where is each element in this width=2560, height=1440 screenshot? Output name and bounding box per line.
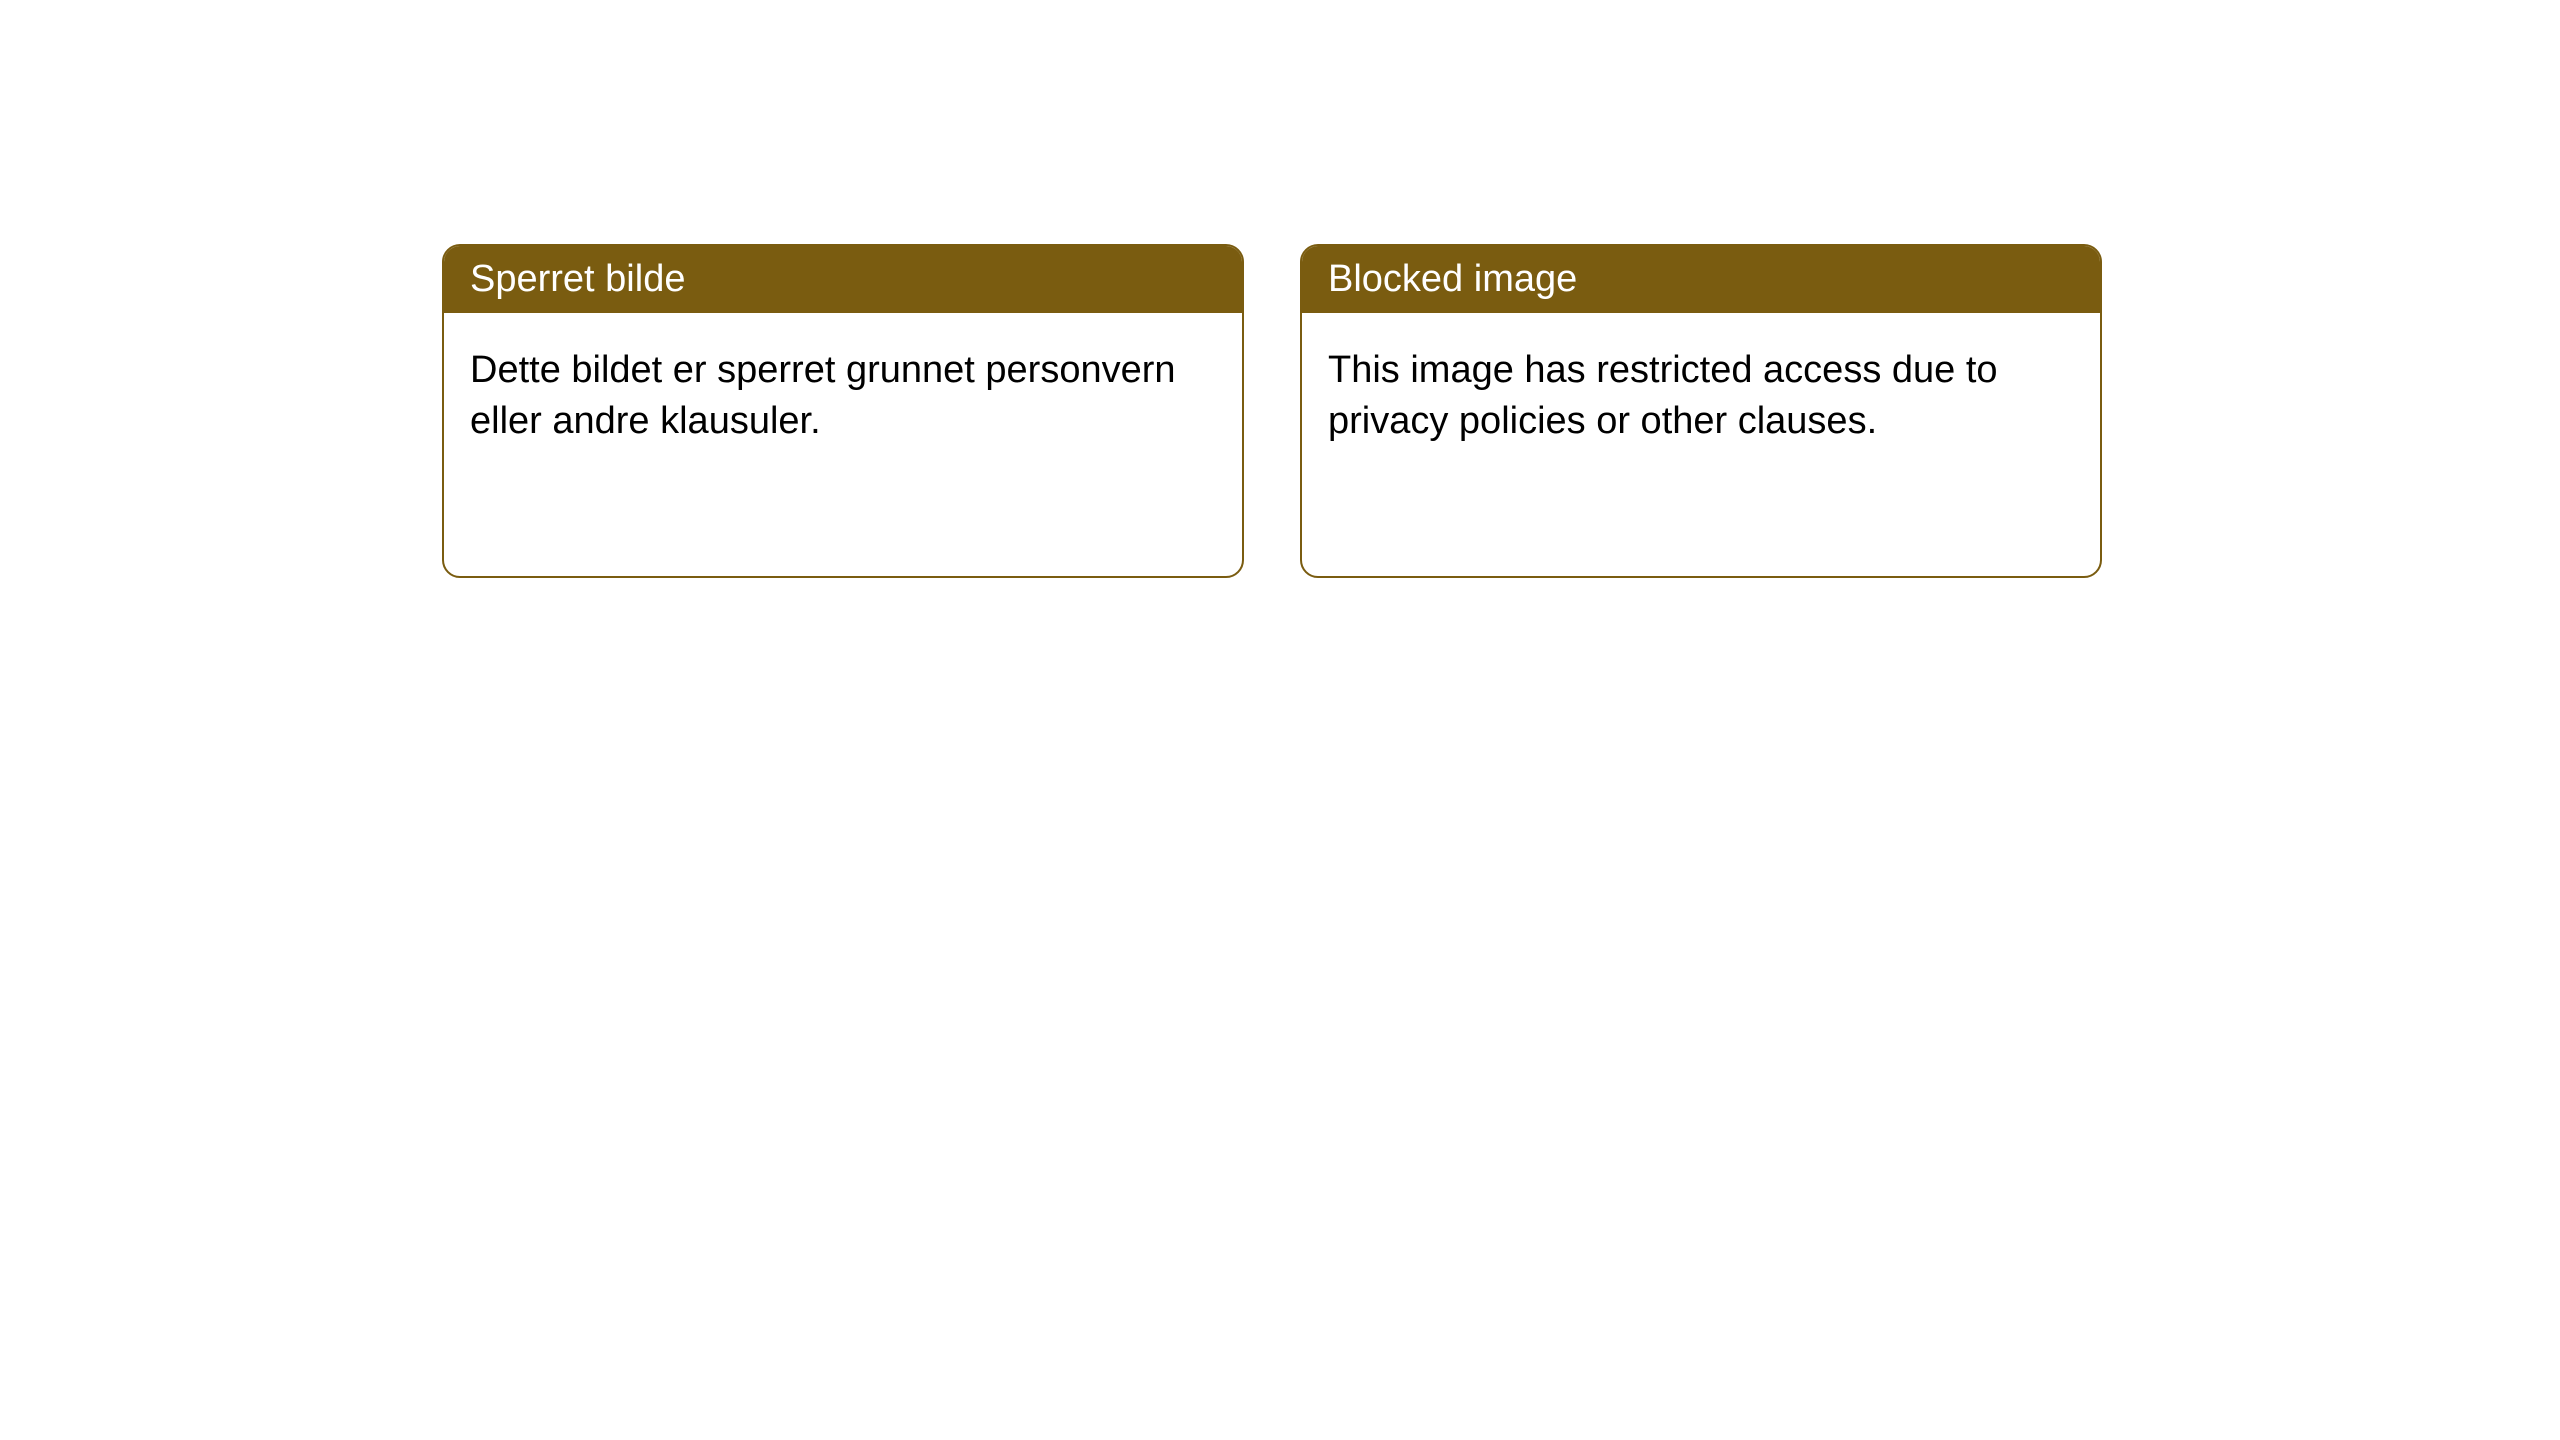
card-body-text: Dette bildet er sperret grunnet personve… bbox=[470, 349, 1176, 442]
card-body: Dette bildet er sperret grunnet personve… bbox=[444, 313, 1242, 480]
card-header: Sperret bilde bbox=[444, 246, 1242, 313]
notice-card-english: Blocked image This image has restricted … bbox=[1300, 244, 2102, 578]
notice-cards-container: Sperret bilde Dette bildet er sperret gr… bbox=[442, 244, 2102, 578]
card-header: Blocked image bbox=[1302, 246, 2100, 313]
card-header-text: Blocked image bbox=[1328, 258, 1577, 300]
card-body-text: This image has restricted access due to … bbox=[1328, 349, 1998, 442]
notice-card-norwegian: Sperret bilde Dette bildet er sperret gr… bbox=[442, 244, 1244, 578]
card-header-text: Sperret bilde bbox=[470, 258, 685, 300]
card-body: This image has restricted access due to … bbox=[1302, 313, 2100, 480]
